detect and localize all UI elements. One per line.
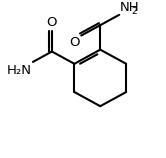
Text: O: O bbox=[47, 16, 57, 29]
Text: 2: 2 bbox=[131, 7, 137, 16]
Text: NH: NH bbox=[120, 1, 140, 14]
Text: H₂N: H₂N bbox=[7, 64, 32, 77]
Text: O: O bbox=[69, 36, 79, 49]
